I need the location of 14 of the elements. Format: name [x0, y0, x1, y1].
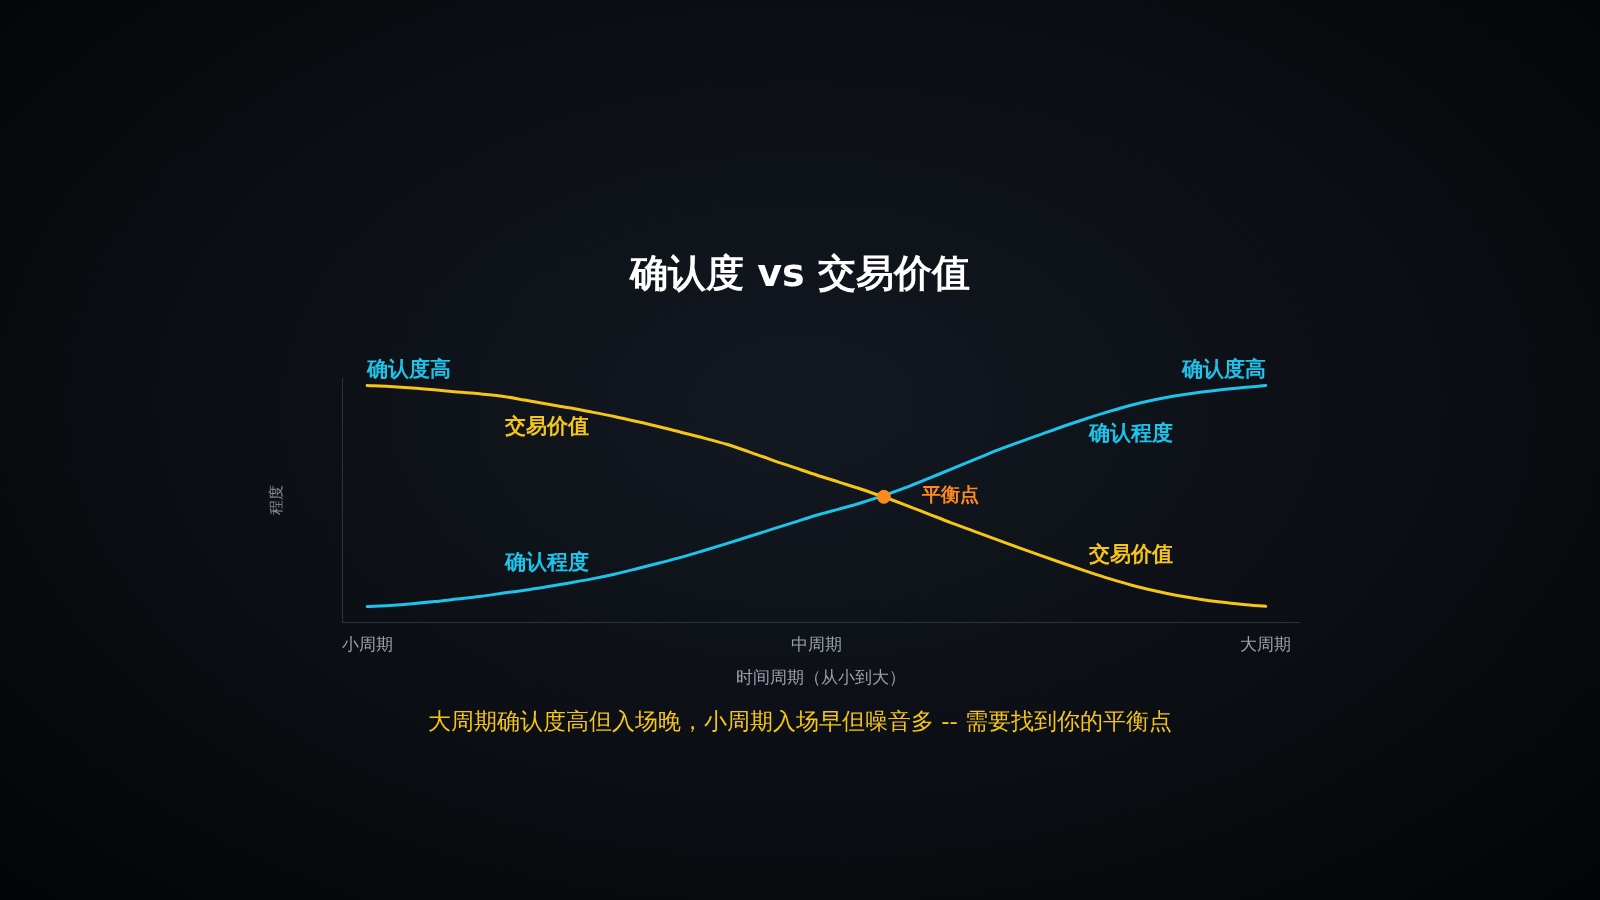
x-axis-title: 时间周期（从小到大） — [735, 667, 906, 688]
text: 大周期确认度高但入场晚，小周期入场早但噪音多 -- 需要找到你的平衡点 — [426, 708, 1174, 734]
x-tick-label: 小周期 — [341, 633, 393, 654]
series-label: 交易价值 — [503, 414, 589, 439]
chart-title: 确认度 vs 交易价值 — [628, 251, 971, 295]
x-tick-label: 中周期 — [790, 633, 842, 654]
y-axis-title: 程度 — [266, 485, 285, 516]
series-label: 确认程度 — [1087, 421, 1173, 446]
x-tick-label: 大周期 — [1240, 633, 1292, 654]
text: 确认程度 — [504, 549, 589, 574]
text: 交易价值 — [1088, 541, 1173, 566]
series-label: 平衡点 — [920, 482, 979, 505]
annotation: 确认度高 — [366, 356, 452, 381]
annotation: 确认度高 — [1180, 356, 1266, 381]
